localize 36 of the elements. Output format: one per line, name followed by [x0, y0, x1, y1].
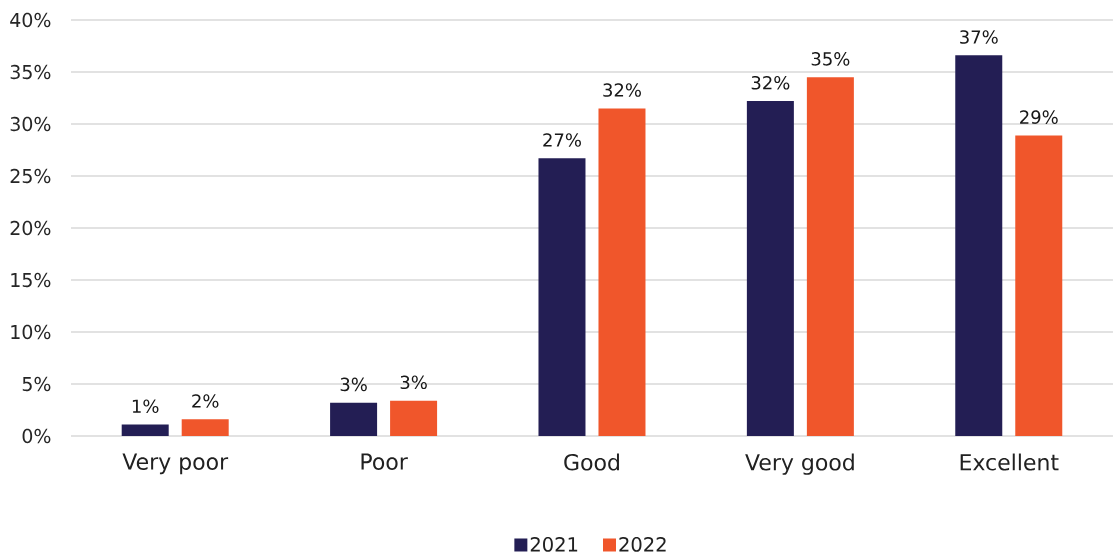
x-tick-label: Very good	[745, 453, 854, 475]
data-label: 29%	[1020, 110, 1058, 124]
data-label: 37%	[960, 30, 998, 44]
y-tick-label: 30%	[10, 116, 51, 132]
legend-label: 2021	[530, 537, 578, 552]
bar	[955, 55, 1003, 436]
data-label: 27%	[543, 133, 581, 147]
x-tick-label: Very poor	[122, 453, 229, 475]
y-tick-label: 20%	[10, 220, 51, 236]
y-tick-label: 0%	[22, 428, 51, 444]
bar	[121, 424, 169, 436]
legend-label: 2022	[619, 537, 666, 552]
y-tick-label: 10%	[11, 324, 51, 340]
y-tick-label: 40%	[10, 12, 51, 28]
bar	[806, 77, 854, 436]
x-tick-label: Excellent	[960, 453, 1059, 471]
bar	[598, 108, 646, 436]
x-tick-label: Poor	[361, 453, 408, 470]
data-label: 35%	[811, 52, 850, 66]
y-tick-label: 5%	[22, 376, 51, 392]
data-label: 32%	[751, 75, 790, 90]
bar	[390, 400, 438, 436]
bar	[538, 158, 586, 436]
data-label: 32%	[603, 83, 641, 97]
bar	[181, 419, 229, 436]
y-tick-label: 35%	[10, 64, 51, 80]
data-label: 3%	[340, 377, 367, 392]
bar	[746, 101, 794, 436]
y-tick-label: 25%	[10, 168, 51, 184]
bar	[1015, 135, 1063, 436]
bar	[330, 402, 378, 436]
y-tick-label: 15%	[11, 272, 51, 288]
x-tick-label: Good	[564, 453, 619, 471]
data-label: 2%	[192, 394, 219, 408]
data-label: 3%	[400, 375, 427, 390]
data-label: 1%	[132, 399, 159, 414]
